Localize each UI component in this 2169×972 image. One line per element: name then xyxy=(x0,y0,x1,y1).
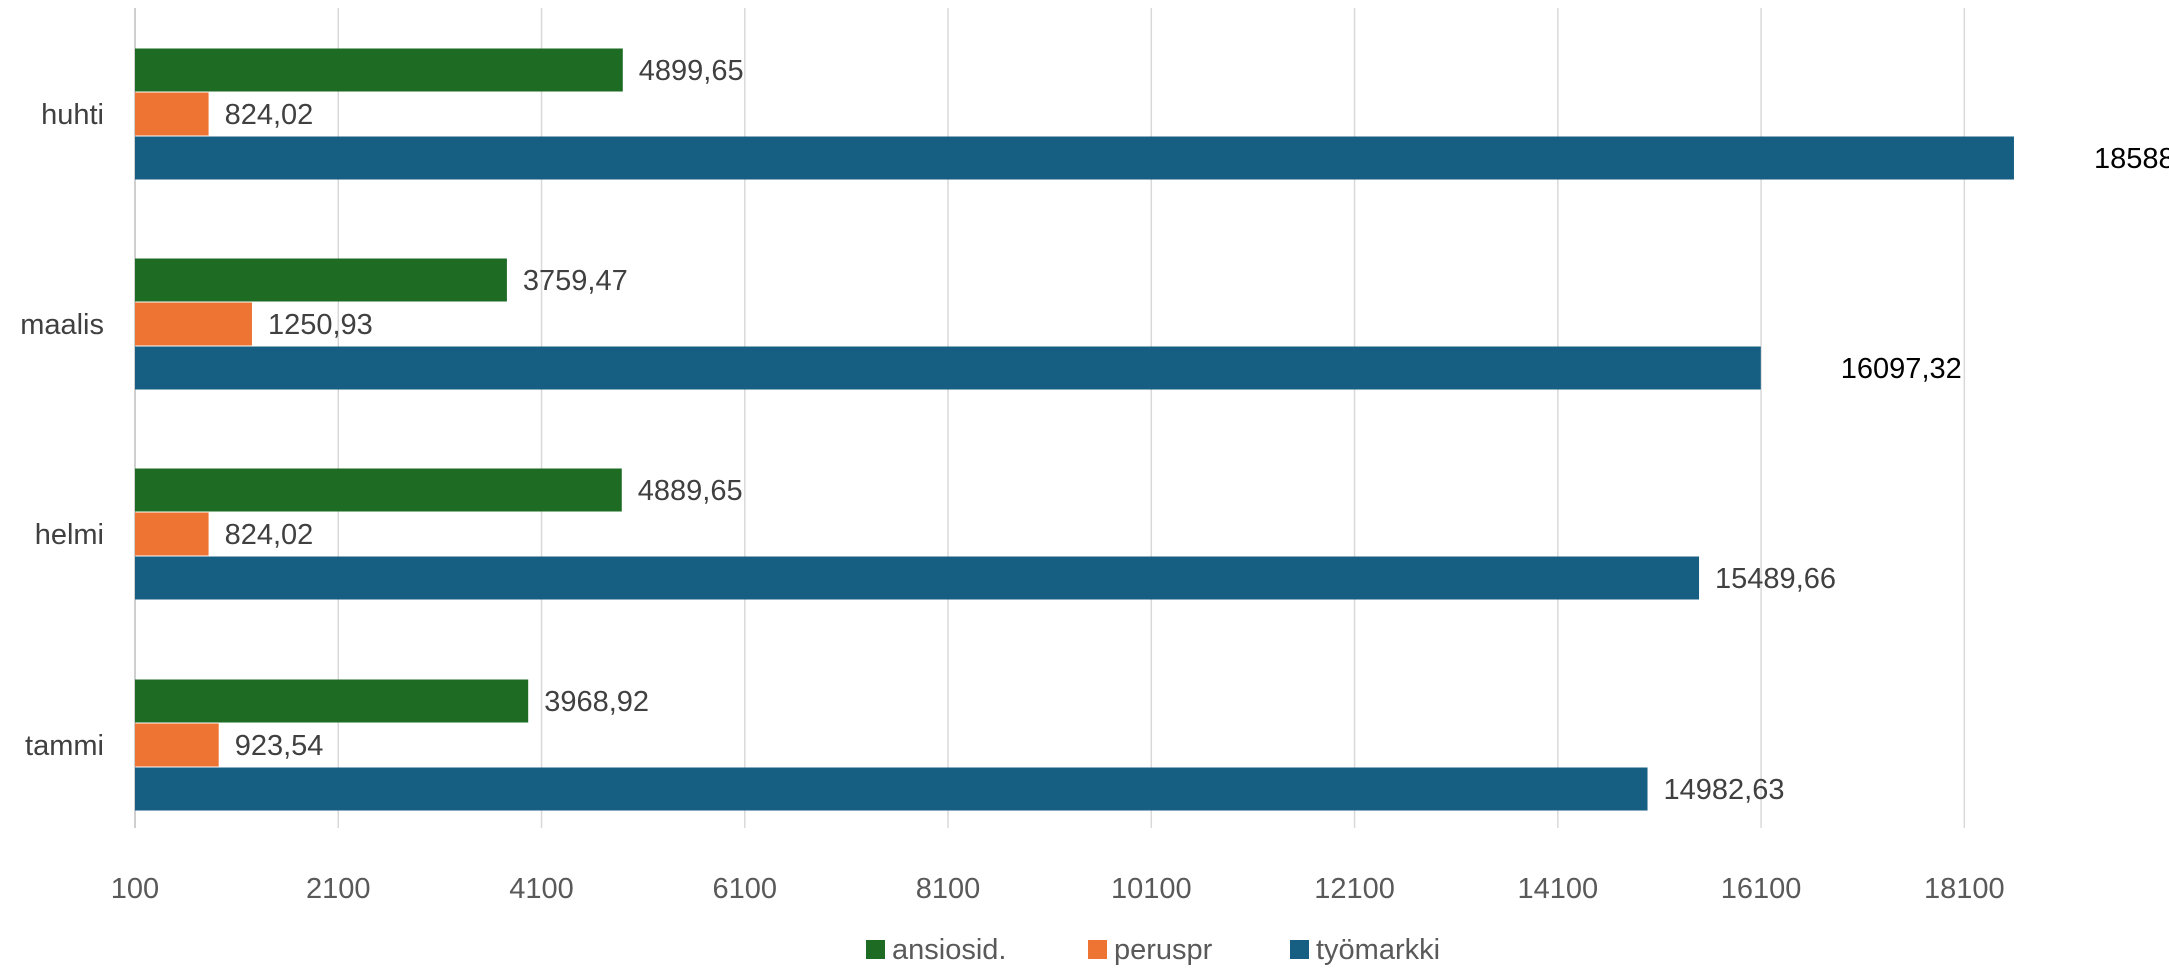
bar-helmi-peruspr xyxy=(135,512,209,556)
bars xyxy=(135,48,2014,811)
bar-tammi-peruspr xyxy=(135,723,219,767)
bar-tammi-tymarkki xyxy=(135,767,1648,811)
legend-label: peruspr xyxy=(1114,934,1213,966)
bar-maalis-peruspr xyxy=(135,302,252,346)
data-label: 18588,33 xyxy=(2094,143,2169,175)
legend-item: peruspr xyxy=(1088,934,1213,966)
legend-swatch xyxy=(1290,940,1309,959)
data-label: 14982,63 xyxy=(1664,774,1785,806)
data-label: 15489,66 xyxy=(1715,563,1836,595)
x-tick-label: 6100 xyxy=(713,873,778,905)
bar-huhti-ansiosid xyxy=(135,48,623,92)
bar-maalis-ansiosid xyxy=(135,258,507,302)
legend-item: työmarkki xyxy=(1290,934,1440,966)
x-tick-label: 14100 xyxy=(1517,873,1598,905)
x-tick-label: 18100 xyxy=(1924,873,2005,905)
bar-huhti-tymarkki xyxy=(135,136,2014,180)
bar-maalis-tymarkki xyxy=(135,346,1761,390)
data-labels: 3968,92 923,54 14982,63 4889,65 824,02 15489,… xyxy=(225,55,2169,806)
x-tick-label: 4100 xyxy=(509,873,574,905)
category-label: tammi xyxy=(25,730,104,762)
data-label: 1250,93 xyxy=(268,309,373,341)
x-tick-label: 12100 xyxy=(1314,873,1395,905)
data-label: 3759,47 xyxy=(523,265,628,297)
data-label: 16097,32 xyxy=(1841,353,1962,385)
x-tick-label: 10100 xyxy=(1111,873,1192,905)
category-label: helmi xyxy=(35,519,104,551)
category-label: maalis xyxy=(20,309,104,341)
data-label: 4889,65 xyxy=(638,475,743,507)
legend: ansiosid. peruspr työmarkki xyxy=(866,934,1440,966)
legend-label: ansiosid. xyxy=(892,934,1006,966)
legend-swatch xyxy=(1088,940,1107,959)
x-tick-label: 100 xyxy=(111,873,159,905)
bar-helmi-tymarkki xyxy=(135,556,1700,600)
data-label: 3968,92 xyxy=(544,686,649,718)
data-label: 4899,65 xyxy=(639,55,744,87)
category-label: huhti xyxy=(41,99,104,131)
value-axis: 100 2100 4100 6100 8100 10100 12100 14100 16100 1… xyxy=(111,873,2005,905)
bar-helmi-ansiosid xyxy=(135,468,622,512)
legend-swatch xyxy=(866,940,885,959)
bar-huhti-peruspr xyxy=(135,92,209,136)
data-label: 824,02 xyxy=(225,519,314,551)
x-tick-label: 16100 xyxy=(1721,873,1802,905)
legend-label: työmarkki xyxy=(1316,934,1440,966)
data-label: 824,02 xyxy=(225,99,314,131)
x-tick-label: 2100 xyxy=(306,873,371,905)
data-label: 923,54 xyxy=(235,730,324,762)
category-axis: tammi helmi maalis huhti xyxy=(20,99,104,762)
x-tick-label: 8100 xyxy=(916,873,981,905)
bar-tammi-ansiosid xyxy=(135,679,529,723)
legend-item: ansiosid. xyxy=(866,934,1006,966)
